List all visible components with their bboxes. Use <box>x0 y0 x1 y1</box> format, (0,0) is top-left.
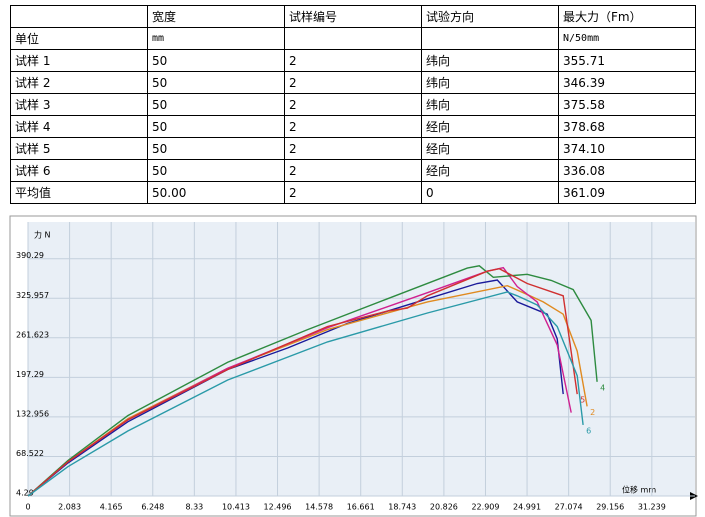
table-cell: 50 <box>147 93 285 116</box>
x-tick-label: 18.743 <box>388 503 416 512</box>
table-row: 平均值 50.00 2 0 361.09 <box>10 181 696 204</box>
table-cell: 试样 3 <box>10 93 148 116</box>
table-cell: 试样 5 <box>10 137 148 160</box>
table-cell: 336.08 <box>558 159 696 182</box>
x-tick-label: 16.661 <box>347 503 375 512</box>
y-axis-label: 力 N <box>34 230 51 240</box>
y-tick-label: 68.522 <box>16 449 44 458</box>
table-row: 试样 3 50 2 纬向 375.58 <box>10 93 696 116</box>
y-tick-label: 4.29 <box>16 489 34 498</box>
table-cell: 0 <box>421 181 559 204</box>
series-label: 5 <box>580 396 585 405</box>
table-cell: 经向 <box>421 159 559 182</box>
series-label: 2 <box>590 408 595 417</box>
table-cell: 2 <box>284 159 422 182</box>
table-cell: 2 <box>284 49 422 72</box>
table-row: 试样 6 50 2 经向 336.08 <box>10 159 696 182</box>
x-axis-label: 位移 mm <box>622 485 656 495</box>
table-cell: 346.39 <box>558 71 696 94</box>
table-row: 宽度 试样编号 试验方向 最大力（Fm） <box>10 5 696 28</box>
table-row: 试样 5 50 2 经向 374.10 <box>10 137 696 160</box>
table-cell: 试样编号 <box>284 5 422 28</box>
table-cell: 50 <box>147 49 285 72</box>
table-cell: 50 <box>147 115 285 138</box>
y-tick-label: 325.957 <box>16 291 49 300</box>
table-cell <box>421 27 559 50</box>
x-tick-label: 27.074 <box>555 503 583 512</box>
plot-area <box>28 222 695 496</box>
table-cell: 2 <box>284 93 422 116</box>
table-row: 试样 2 50 2 纬向 346.39 <box>10 71 696 94</box>
y-tick-label: 261.623 <box>16 330 49 339</box>
table-cell: 试验方向 <box>421 5 559 28</box>
y-tick-label: 132.956 <box>16 409 49 418</box>
series-line <box>27 265 598 497</box>
x-tick-label: 0 <box>25 503 30 512</box>
x-tick-label: 29.156 <box>596 503 624 512</box>
x-tick-label: 6.248 <box>141 503 164 512</box>
table-cell: 50 <box>147 137 285 160</box>
table-cell <box>10 5 148 28</box>
x-tick-label: 20.826 <box>430 503 458 512</box>
table-cell: 纬向 <box>421 71 559 94</box>
series-line <box>27 279 564 497</box>
x-tick-label: 14.578 <box>305 503 333 512</box>
table-cell: 2 <box>284 181 422 204</box>
series-line <box>27 291 584 497</box>
table-cell: 试样 2 <box>10 71 148 94</box>
table-cell: 试样 1 <box>10 49 148 72</box>
table-cell: 经向 <box>421 137 559 160</box>
table-row: 单位 mm N/50mm <box>10 27 696 50</box>
table-cell: 纬向 <box>421 93 559 116</box>
table-cell: 50.00 <box>147 181 285 204</box>
x-tick-label: 4.165 <box>100 503 123 512</box>
table-cell: mm <box>147 27 285 50</box>
table-cell: 2 <box>284 115 422 138</box>
table-cell: 355.71 <box>558 49 696 72</box>
table-cell: 平均值 <box>10 181 148 204</box>
table-cell: 50 <box>147 71 285 94</box>
table-cell: N/50mm <box>558 27 696 50</box>
table-cell: 50 <box>147 159 285 182</box>
table-cell: 361.09 <box>558 181 696 204</box>
series-label: 6 <box>586 426 591 435</box>
x-tick-label: 8.33 <box>185 503 203 512</box>
table-cell: 374.10 <box>558 137 696 160</box>
table-cell: 2 <box>284 137 422 160</box>
table-cell: 试样 6 <box>10 159 148 182</box>
series-label: 4 <box>600 383 605 392</box>
y-tick-label: 197.29 <box>16 370 44 379</box>
table-row: 试样 4 50 2 经向 378.68 <box>10 115 696 138</box>
series-line <box>27 284 588 497</box>
x-tick-label: 24.991 <box>513 503 541 512</box>
table-cell: 最大力（Fm） <box>558 5 696 28</box>
table-cell: 经向 <box>421 115 559 138</box>
chart: 力 N 位移 mm 0 2.083 4.165 6.248 8.33 10.413 12.4… <box>9 215 698 517</box>
x-tick-label: 2.083 <box>58 503 81 512</box>
table-cell: 375.58 <box>558 93 696 116</box>
x-tick-label: 12.496 <box>264 503 292 512</box>
table-cell: 单位 <box>10 27 148 50</box>
x-tick-label: 31.239 <box>638 503 666 512</box>
table-cell: 宽度 <box>147 5 285 28</box>
table-cell: 试样 4 <box>10 115 148 138</box>
table-cell: 378.68 <box>558 115 696 138</box>
x-tick-label: 22.909 <box>471 503 499 512</box>
result-table: 宽度 试样编号 试验方向 最大力（Fm） 单位 mm N/50mm 试样 1 50 2 纬向 355.… <box>10 5 696 204</box>
table-row: 试样 1 50 2 纬向 355.71 <box>10 49 696 72</box>
y-tick-label: 390.29 <box>16 251 44 260</box>
table-cell: 2 <box>284 71 422 94</box>
table-cell: 纬向 <box>421 49 559 72</box>
table-cell <box>284 27 422 50</box>
x-tick-label: 10.413 <box>222 503 250 512</box>
series-line <box>27 267 578 497</box>
